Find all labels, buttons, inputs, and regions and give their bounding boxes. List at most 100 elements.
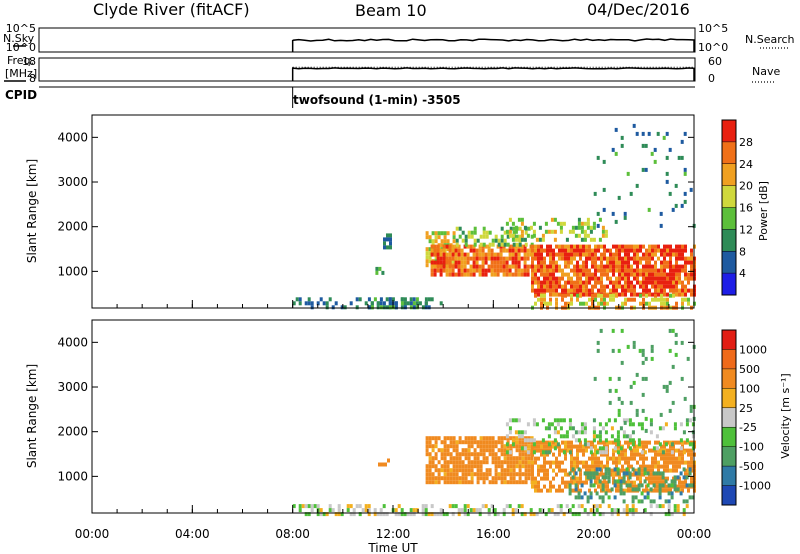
heat-cell <box>663 301 666 306</box>
heat-cell <box>430 260 434 265</box>
heat-cell <box>319 512 323 517</box>
heat-cell <box>307 301 311 306</box>
heat-cell <box>352 512 356 517</box>
heat-cell <box>502 268 506 273</box>
heat-cell <box>527 464 531 469</box>
heat-cell <box>604 422 608 427</box>
heat-cell <box>630 464 633 469</box>
heat-cell <box>657 244 660 249</box>
heat-cell <box>620 360 624 365</box>
heat-cell <box>588 292 591 297</box>
heat-cell <box>505 264 509 269</box>
heat-cell <box>491 480 495 485</box>
heat-cell <box>634 495 638 500</box>
heat-cell <box>452 231 456 236</box>
heat-cell <box>690 456 693 461</box>
heat-cell <box>630 280 633 285</box>
heat-cell <box>666 284 669 289</box>
heat-cell <box>552 468 555 473</box>
heat-cell <box>505 504 509 509</box>
heat-cell <box>618 268 621 273</box>
heat-cell <box>388 305 392 310</box>
y-tick-label: 4000 <box>57 130 88 144</box>
heat-cell <box>638 348 642 353</box>
heat-cell <box>499 264 503 269</box>
heat-cell <box>487 268 491 273</box>
heat-cell <box>464 480 468 485</box>
heat-cell <box>571 229 575 234</box>
heat-cell <box>678 484 681 489</box>
heat-cell <box>446 452 450 457</box>
heat-cell <box>428 235 432 240</box>
heat-cell <box>546 264 549 269</box>
heat-cell <box>463 512 467 517</box>
heat-cell <box>517 217 521 222</box>
heat-cell <box>637 467 641 472</box>
heat-cell <box>585 448 588 453</box>
colorbar-tick-label: -1000 <box>739 480 771 493</box>
heat-cell <box>580 229 584 234</box>
heat-cell <box>475 264 479 269</box>
heat-cell <box>608 388 612 393</box>
heat-cell <box>633 448 636 453</box>
heat-cell <box>616 471 620 476</box>
heat-cell <box>568 422 572 427</box>
heat-cell <box>440 440 444 445</box>
heat-cell <box>517 237 521 242</box>
heat-cell <box>580 430 584 435</box>
heat-cell <box>666 476 669 481</box>
heat-cell <box>503 436 507 441</box>
heat-cell <box>307 504 311 509</box>
heat-cell <box>491 456 495 461</box>
heat-cell <box>485 456 489 461</box>
heat-cell <box>621 292 624 297</box>
heat-cell <box>358 512 362 517</box>
heat-cell <box>523 430 527 435</box>
heat-cell <box>663 244 666 249</box>
heat-cell <box>328 297 332 302</box>
heat-cell <box>675 260 678 265</box>
heat-cell <box>543 468 546 473</box>
heat-cell <box>561 284 564 289</box>
heat-cell <box>651 456 654 461</box>
heat-cell <box>546 301 549 306</box>
heat-cell <box>645 440 648 445</box>
heat-cell <box>389 233 392 238</box>
heat-cell <box>577 430 581 435</box>
heat-cell <box>439 248 443 253</box>
heat-cell <box>451 272 455 277</box>
heat-cell <box>443 468 447 473</box>
heat-cell <box>606 301 609 306</box>
heat-cell <box>678 288 681 293</box>
heat-cell <box>494 460 498 465</box>
heat-cell <box>546 440 549 445</box>
heat-cell <box>591 248 594 253</box>
heat-cell <box>657 284 660 289</box>
heat-cell <box>600 440 603 445</box>
heat-cell <box>670 512 674 517</box>
heat-cell <box>540 252 543 257</box>
heat-cell <box>580 237 584 242</box>
heat-cell <box>593 191 597 196</box>
heat-cell <box>313 504 317 509</box>
heat-cell <box>521 440 525 445</box>
heat-cell <box>679 422 683 427</box>
heat-cell <box>577 217 581 222</box>
heat-cell <box>514 256 518 261</box>
heat-cell <box>547 434 551 439</box>
heat-cell <box>606 452 609 457</box>
heat-cell <box>531 260 534 265</box>
heat-cell <box>630 264 633 269</box>
heat-cell <box>445 260 449 265</box>
heat-cell <box>534 476 537 481</box>
heat-cell <box>455 460 459 465</box>
heat-cell <box>597 268 600 273</box>
heat-cell <box>568 508 572 513</box>
heat-cell <box>600 460 603 465</box>
heat-cell <box>509 472 513 477</box>
heat-cell <box>561 440 564 445</box>
heat-cell <box>582 301 585 306</box>
heat-cell <box>597 264 600 269</box>
